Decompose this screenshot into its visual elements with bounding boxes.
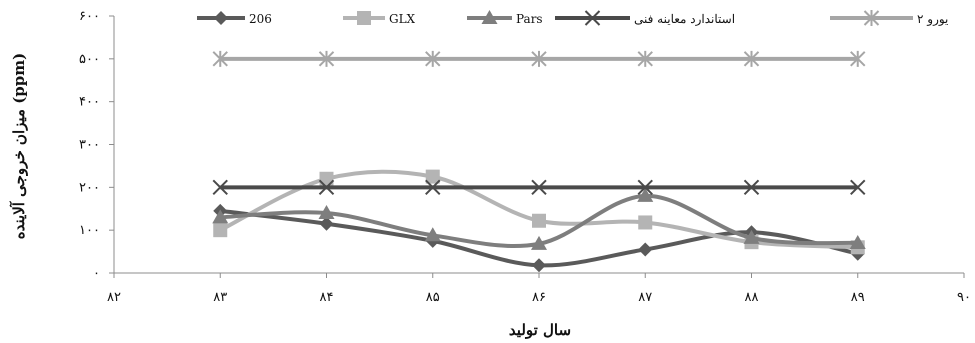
series-asterisk-point bbox=[318, 50, 335, 67]
series-x-point bbox=[743, 179, 760, 196]
x-tick-label: ۸۹ bbox=[851, 290, 865, 305]
series-triangle-point bbox=[743, 229, 760, 244]
series-asterisk-point bbox=[637, 50, 653, 67]
series-asterisk-point bbox=[743, 50, 760, 67]
series-asterisk-point bbox=[850, 50, 866, 67]
series-diamond-point bbox=[638, 242, 653, 257]
legend-item-triangle-point bbox=[481, 10, 498, 24]
legend-item-square: GLX bbox=[343, 11, 416, 26]
series-asterisk-point bbox=[425, 50, 441, 67]
legend-item-triangle-label: Pars bbox=[516, 12, 543, 26]
y-tick-label: ۱۰۰ bbox=[79, 223, 100, 238]
x-tick-label: ۸۵ bbox=[426, 290, 440, 305]
y-tick-label: ۲۰۰ bbox=[79, 180, 100, 195]
legend: 206 GLX Pars استاندارد معاینه فنی یورو ۲ bbox=[197, 10, 948, 26]
x-tick-label: ۸۶ bbox=[532, 290, 546, 305]
legend-item-diamond-label: 206 bbox=[249, 12, 272, 26]
series-triangle-point bbox=[318, 205, 335, 220]
series-diamond-point bbox=[532, 258, 546, 273]
series-square-point bbox=[319, 171, 334, 186]
series-asterisk-point bbox=[531, 50, 547, 67]
legend-item-square-label: GLX bbox=[389, 12, 416, 26]
series-x-point bbox=[318, 179, 335, 196]
legend-item-triangle: Pars bbox=[467, 10, 543, 26]
y-tick-label: ۶۰۰ bbox=[79, 9, 100, 24]
x-tick-label: ۸۴ bbox=[320, 290, 334, 305]
series-x-point bbox=[425, 179, 441, 196]
series-x-point bbox=[637, 179, 653, 196]
series-triangle-point bbox=[849, 235, 866, 250]
x-tick-label: ۸۸ bbox=[745, 290, 759, 305]
series-asterisk-point bbox=[212, 50, 228, 67]
series-square-point bbox=[213, 223, 228, 238]
series-x-point bbox=[212, 179, 228, 196]
x-tick-label: ۸۷ bbox=[638, 290, 652, 305]
series-triangle-point bbox=[531, 235, 547, 250]
series-x-point bbox=[850, 179, 866, 196]
series-square-point bbox=[425, 169, 440, 184]
series-x bbox=[212, 179, 866, 196]
legend-item-asterisk-label: یورو ۲ bbox=[917, 12, 948, 26]
legend-item-diamond: 206 bbox=[197, 11, 272, 26]
axes: ۰ ۱۰۰ ۲۰۰ ۳۰۰ ۴۰۰ ۵۰۰ ۶۰۰ ۸۲ ۸۳ ۸۴ ۸۵ ۸۶ ۸۷ ۸۸ ۸۹ ۹۰ bbox=[79, 9, 971, 305]
series-asterisk bbox=[212, 50, 866, 67]
series-triangle-point bbox=[212, 209, 229, 224]
legend-item-asterisk: یورو ۲ bbox=[830, 10, 948, 26]
x-tick-label: ۸۳ bbox=[213, 290, 227, 305]
series-square-point bbox=[532, 213, 546, 228]
legend-item-x-point bbox=[584, 10, 601, 26]
series-square-point bbox=[638, 215, 653, 230]
legend-item-x-label: استاندارد معاینه فنی bbox=[634, 12, 735, 26]
y-axis-title: میزان خروجی آلاینده (ppm) bbox=[9, 53, 28, 239]
legend-item-asterisk-point bbox=[863, 10, 880, 26]
series-triangle-point bbox=[424, 227, 441, 242]
series-x-point bbox=[531, 179, 547, 196]
series-diamond-point bbox=[319, 216, 334, 231]
series-triangle-point bbox=[637, 187, 654, 202]
legend-item-square-point bbox=[357, 11, 371, 25]
y-tick-label: ۳۰۰ bbox=[79, 138, 100, 153]
y-tick-label: ۵۰۰ bbox=[79, 52, 100, 67]
x-axis-title: سال تولید bbox=[509, 321, 571, 339]
x-tick-label: ۸۲ bbox=[107, 290, 121, 305]
y-tick-label: ۰ bbox=[93, 266, 100, 281]
x-tick-label: ۹۰ bbox=[957, 290, 971, 305]
legend-item-diamond-point bbox=[214, 11, 228, 25]
legend-item-x: استاندارد معاینه فنی bbox=[555, 10, 735, 26]
series-lines bbox=[212, 50, 866, 273]
y-tick-label: ۴۰۰ bbox=[79, 95, 100, 110]
series-triangle bbox=[212, 187, 866, 250]
